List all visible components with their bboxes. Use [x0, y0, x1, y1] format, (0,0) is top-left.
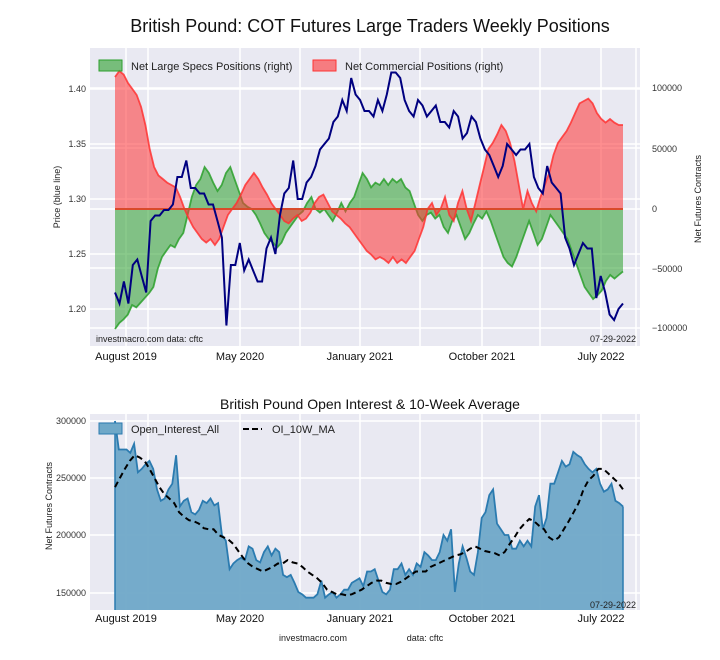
- contracts-tick: 100000: [652, 83, 682, 93]
- legend-commercial-label: Net Commercial Positions (right): [345, 61, 503, 73]
- contracts-tick: 50000: [652, 144, 677, 154]
- commercial-area-line: [114, 69, 623, 265]
- specs-area-line: [114, 165, 624, 330]
- price-tick: 1.30: [68, 194, 86, 204]
- price-tick: 1.25: [68, 249, 86, 259]
- x-tick: May 2020: [216, 351, 264, 363]
- open-interest-area: [114, 420, 624, 610]
- oi-fill: [115, 421, 623, 610]
- top-date-label: 07-29-2022: [590, 334, 636, 344]
- price-axis-label: Price (blue line): [52, 166, 62, 229]
- oi-tick: 300000: [56, 416, 86, 426]
- ma-line: [114, 453, 624, 597]
- price-axis-ticks: 1.20 1.25 1.30 1.35 1.40: [68, 84, 86, 314]
- oi-axis-ticks: 300000 250000 200000 150000: [56, 416, 86, 598]
- legend-specs-swatch: [98, 59, 123, 72]
- commercial-area-fill: [115, 71, 623, 263]
- top-chart-title: British Pound: COT Futures Large Traders…: [130, 16, 610, 36]
- x-tick: July 2022: [577, 613, 624, 625]
- contracts-tick: 0: [652, 204, 657, 214]
- x-tick: October 2021: [449, 613, 516, 625]
- x-tick: August 2019: [95, 613, 157, 625]
- contracts-axis-label: Net Futures Contracts: [693, 154, 703, 243]
- price-line: [114, 71, 624, 326]
- top-position-areas: [114, 69, 624, 330]
- contracts-tick: −100000: [652, 323, 687, 333]
- watermark-text: investmacro.com data: cftc: [96, 334, 204, 344]
- bottom-date-label: 07-29-2022: [590, 600, 636, 610]
- contracts-tick: −50000: [652, 264, 682, 274]
- moving-average-line: [114, 453, 624, 597]
- price-tick: 1.40: [68, 84, 86, 94]
- oi-tick: 200000: [56, 530, 86, 540]
- x-tick: May 2020: [216, 613, 264, 625]
- x-tick: July 2022: [577, 351, 624, 363]
- legend-specs-label: Net Large Specs Positions (right): [131, 61, 292, 73]
- legend-oi-swatch: [98, 422, 123, 435]
- bottom-x-ticks: August 2019 May 2020 January 2021 Octobe…: [95, 613, 624, 625]
- oi-tick: 250000: [56, 473, 86, 483]
- bottom-legend: Open_Interest_All OI_10W_MA: [98, 422, 336, 436]
- price-tick: 1.20: [68, 304, 86, 314]
- top-x-ticks: August 2019 May 2020 January 2021 Octobe…: [95, 351, 624, 363]
- legend-commercial-swatch: [312, 59, 337, 72]
- contracts-axis-ticks: 100000 50000 0 −50000 −100000: [652, 83, 687, 333]
- oi-axis-label: Net Futures Contracts: [44, 461, 54, 550]
- price-line-group: [114, 71, 624, 326]
- oi-line: [114, 420, 624, 600]
- legend-oi-label: Open_Interest_All: [131, 424, 219, 436]
- x-tick: October 2021: [449, 351, 516, 363]
- x-tick: January 2021: [327, 351, 394, 363]
- top-grid: [90, 48, 640, 346]
- x-tick: August 2019: [95, 351, 157, 363]
- oi-tick: 150000: [56, 588, 86, 598]
- legend-ma-label: OI_10W_MA: [272, 424, 336, 436]
- price-tick: 1.35: [68, 139, 86, 149]
- footer-site: investmacro.com: [279, 633, 347, 643]
- x-tick: January 2021: [327, 613, 394, 625]
- bottom-chart-title: British Pound Open Interest & 10-Week Av…: [220, 396, 520, 412]
- footer-source: data: cftc: [407, 633, 444, 643]
- top-legend: Net Large Specs Positions (right) Net Co…: [98, 59, 503, 73]
